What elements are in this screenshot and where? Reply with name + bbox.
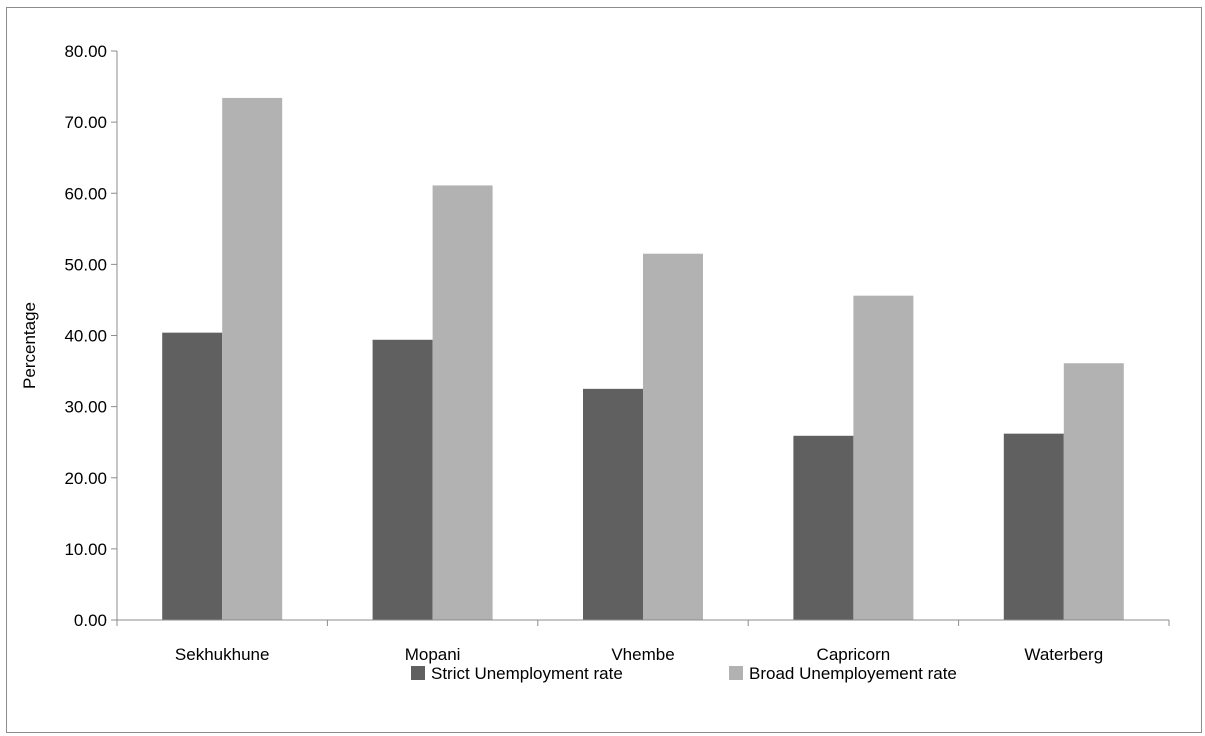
bar-chart: 0.00 10.00 20.00 30.00 40.00 50.00 60.00 70.00 8… <box>20 42 1170 683</box>
y-ticks: 0.00 10.00 20.00 30.00 40.00 50.00 60.00 70.00 8… <box>64 42 117 630</box>
bar-strict-capricorn <box>793 435 854 620</box>
x-tick-label: Mopani <box>405 645 461 664</box>
y-tick-label: 60.00 <box>64 184 107 203</box>
y-tick-label: 30.00 <box>64 398 107 417</box>
x-ticks: Sekhukhune Mopani Vhembe Capricorn Waterberg <box>116 620 1170 664</box>
y-tick-label: 70.00 <box>64 113 107 132</box>
y-tick-label: 20.00 <box>64 469 107 488</box>
x-tick-label: Capricorn <box>817 645 891 664</box>
bar-broad-mopani <box>432 185 493 620</box>
x-tick-label: Sekhukhune <box>175 645 270 664</box>
y-tick-label: 0.00 <box>74 611 107 630</box>
chart-frame: 0.00 10.00 20.00 30.00 40.00 50.00 60.00 70.00 8… <box>6 7 1202 733</box>
bar-broad-sekhukhune <box>222 97 283 620</box>
legend-label: Broad Unemployement rate <box>749 664 957 683</box>
bar-broad-capricorn <box>853 295 914 620</box>
bar-strict-vhembe <box>583 388 643 620</box>
bar-strict-sekhukhune <box>162 332 223 620</box>
y-tick-label: 50.00 <box>64 255 107 274</box>
legend-swatch <box>729 666 743 680</box>
y-axis-title: Percentage <box>20 302 39 389</box>
x-tick-label: Vhembe <box>611 645 674 664</box>
bar-broad-waterberg <box>1063 363 1124 620</box>
x-tick-label: Waterberg <box>1024 645 1103 664</box>
legend-swatch <box>411 666 425 680</box>
bar-broad-vhembe <box>643 253 703 621</box>
bar-strict-waterberg <box>1003 433 1064 620</box>
bars-layer <box>162 97 1124 621</box>
bar-strict-mopani <box>372 339 433 620</box>
y-tick-label: 10.00 <box>64 540 107 559</box>
y-tick-label: 40.00 <box>64 327 107 346</box>
legend: Strict Unemployment rate Broad Unemployem… <box>411 664 957 683</box>
legend-label: Strict Unemployment rate <box>431 664 623 683</box>
y-tick-label: 80.00 <box>64 42 107 61</box>
